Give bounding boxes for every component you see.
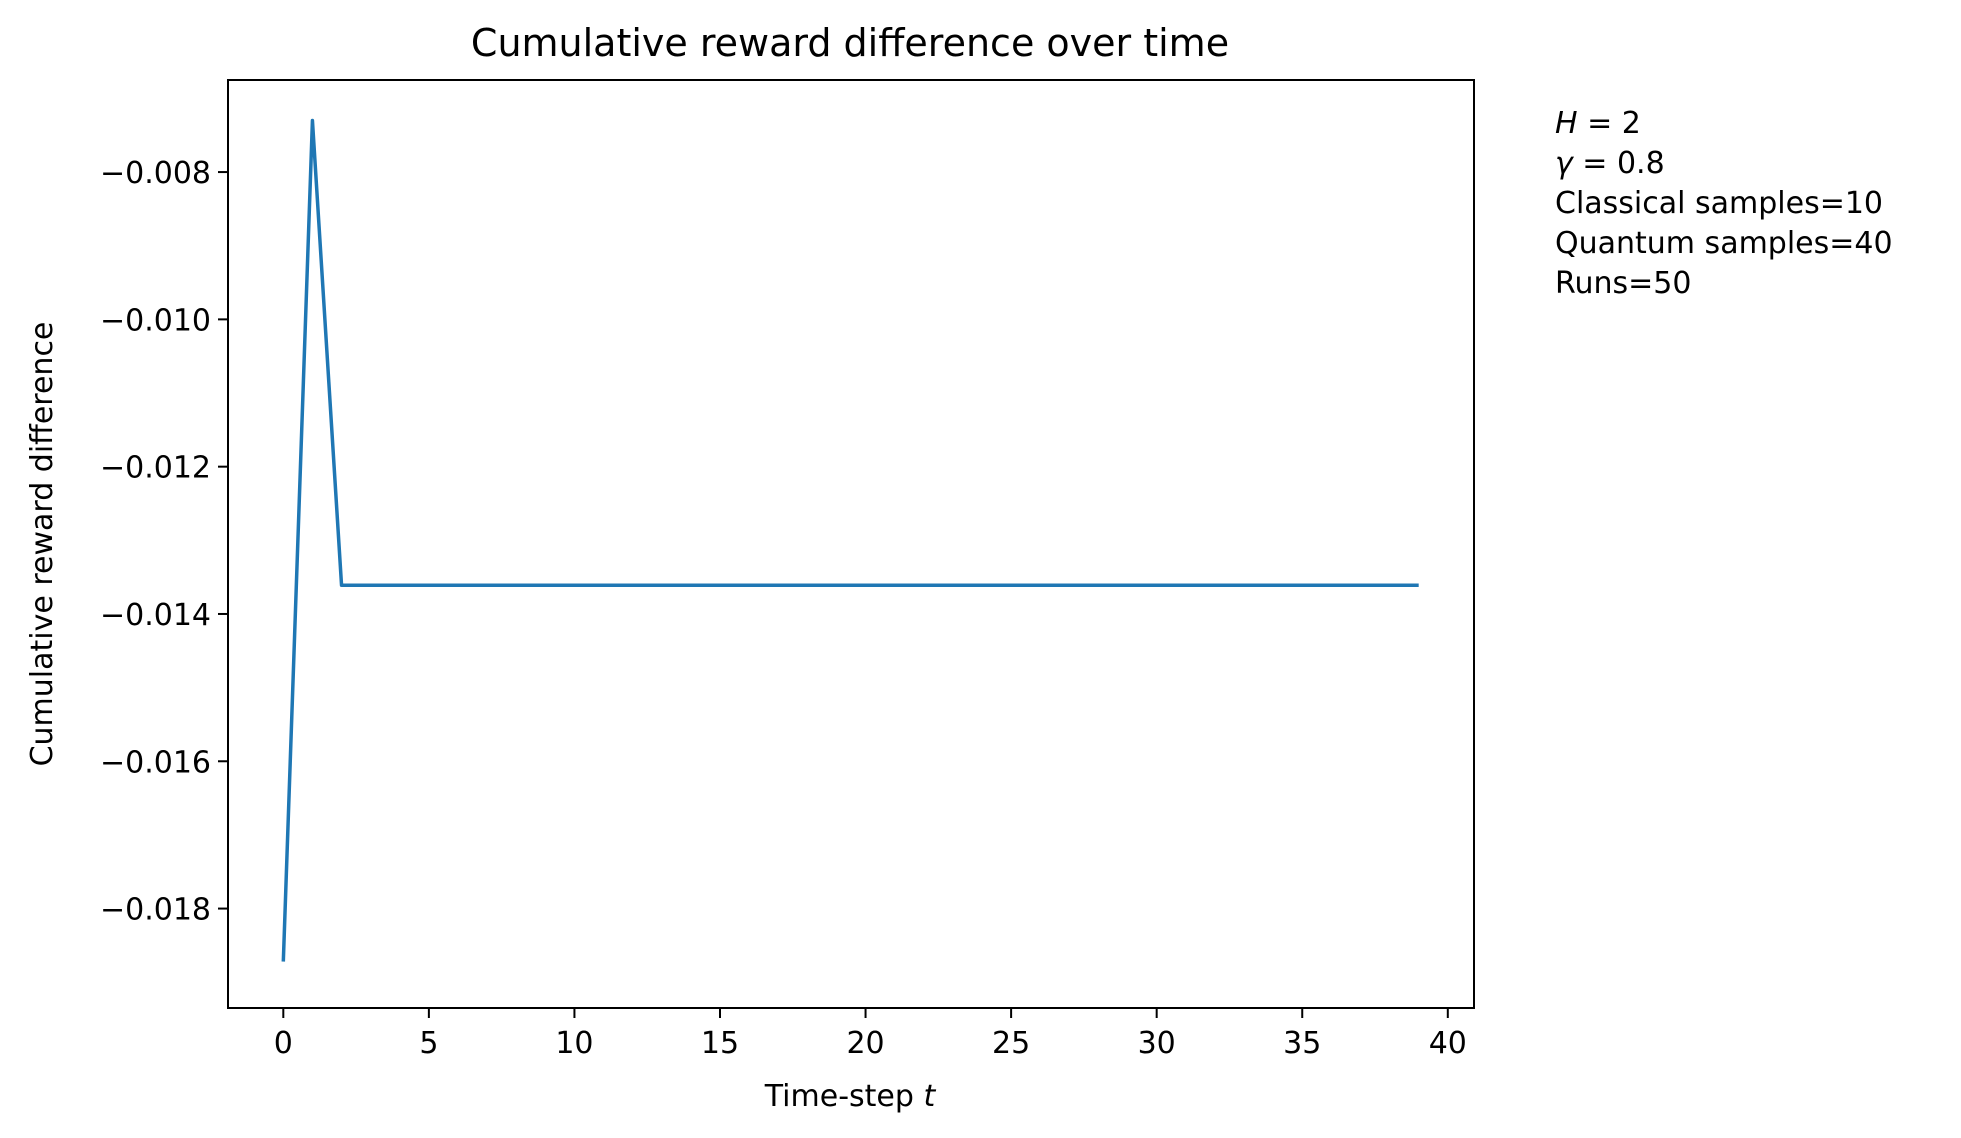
annotation-gamma-value: = 0.8 <box>1573 146 1665 181</box>
annotation-h-var: H <box>1555 106 1578 141</box>
y-axis-label: Cumulative reward difference <box>25 322 60 767</box>
annotation-h-value: = 2 <box>1578 106 1641 141</box>
x-tick-label-40: 40 <box>1429 1026 1467 1061</box>
parameter-annotation: H = 2 γ = 0.8 Classical samples=10 Quant… <box>1555 106 1893 301</box>
x-tick-label-0: 0 <box>274 1026 293 1061</box>
annotation-h: H = 2 <box>1555 106 1641 141</box>
x-tick-label-25: 25 <box>992 1026 1030 1061</box>
axes-frame <box>227 79 1475 1009</box>
annotation-gamma: γ = 0.8 <box>1555 146 1665 181</box>
y-tick-label-5: −0.008 <box>100 156 211 191</box>
y-tick-label-4: −0.010 <box>100 303 211 338</box>
chart-title: Cumulative reward difference over time <box>471 21 1229 65</box>
annotation-runs: Runs=50 <box>1555 266 1691 301</box>
x-axis-label: Time-step t <box>764 1079 937 1114</box>
x-tick-label-10: 10 <box>555 1026 593 1061</box>
y-tick-label-3: −0.012 <box>100 451 211 486</box>
x-axis-label-main: Time-step <box>764 1079 924 1114</box>
x-tick-label-15: 15 <box>701 1026 739 1061</box>
x-tick-label-20: 20 <box>846 1026 884 1061</box>
y-tick-label-1: −0.016 <box>100 745 211 780</box>
x-tick-label-5: 5 <box>419 1026 438 1061</box>
y-tick-label-2: −0.014 <box>100 598 211 633</box>
x-axis-label-variable: t <box>923 1079 936 1114</box>
y-tick-label-0: −0.018 <box>100 893 211 928</box>
x-tick-label-35: 35 <box>1283 1026 1321 1061</box>
x-tick-label-30: 30 <box>1138 1026 1176 1061</box>
plot-area: 0 5 10 15 20 25 30 35 40 −0.018 −0.016 −0.014 −0.012… <box>100 79 1475 1061</box>
annotation-gamma-var: γ <box>1555 146 1575 181</box>
annotation-quantum-samples: Quantum samples=40 <box>1555 226 1893 261</box>
series-line-0 <box>281 118 1419 962</box>
annotation-classical-samples: Classical samples=10 <box>1555 186 1883 221</box>
